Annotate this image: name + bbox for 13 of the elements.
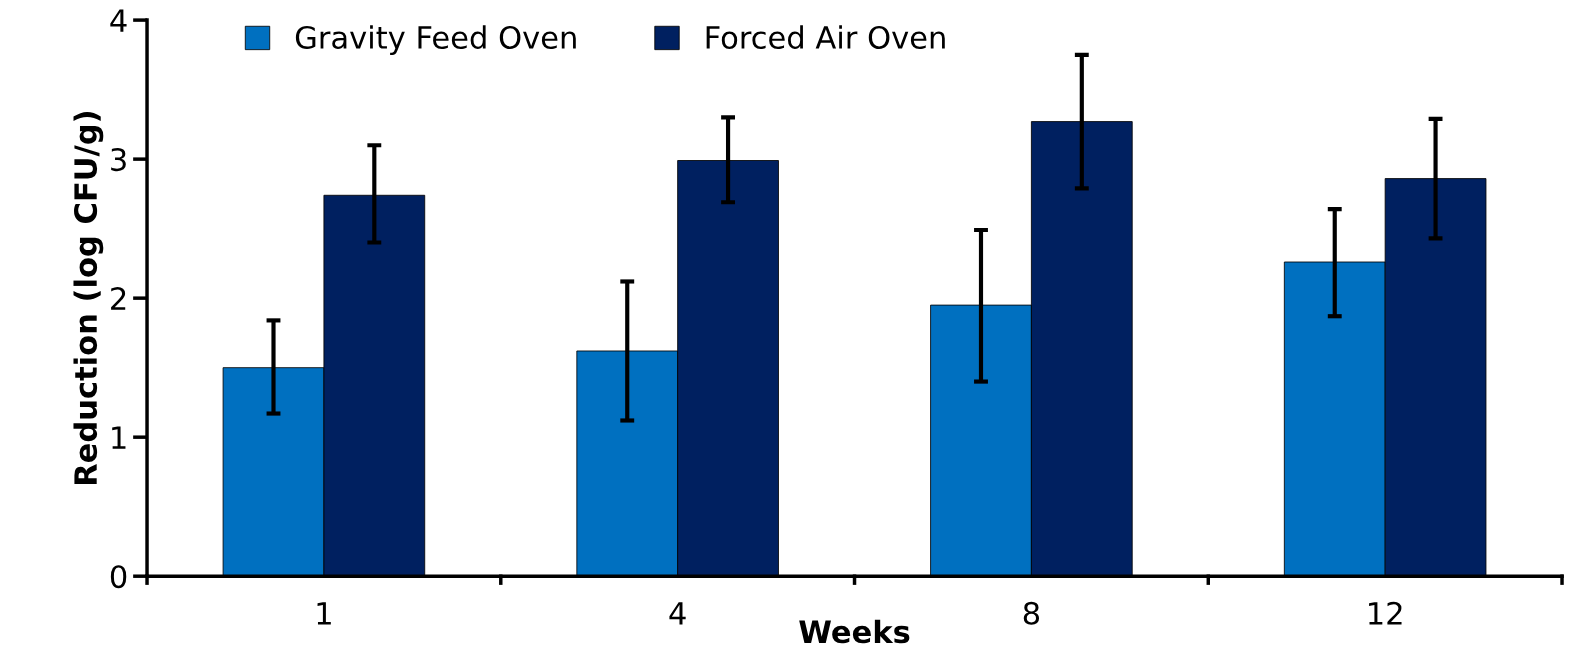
legend-label: Forced Air Oven [706,25,945,50]
x-tick-label: 12 [1369,601,1402,625]
x-tick-label: 4 [669,602,686,625]
y-axis-title: Reduction (log CFU/g) [73,112,104,485]
legend-label: Gravity Feed Oven [295,25,576,55]
y-tick-label: 2 [111,287,126,310]
y-tick-label: 0 [110,565,127,589]
y-tick-label: 1 [112,426,126,449]
y-tick-label: 3 [111,148,126,172]
x-tick-label: 1 [317,602,331,625]
y-tick-label: 4 [110,9,127,32]
x-axis-title: Weeks [799,619,910,644]
x-tick-label: 8 [1023,601,1040,625]
